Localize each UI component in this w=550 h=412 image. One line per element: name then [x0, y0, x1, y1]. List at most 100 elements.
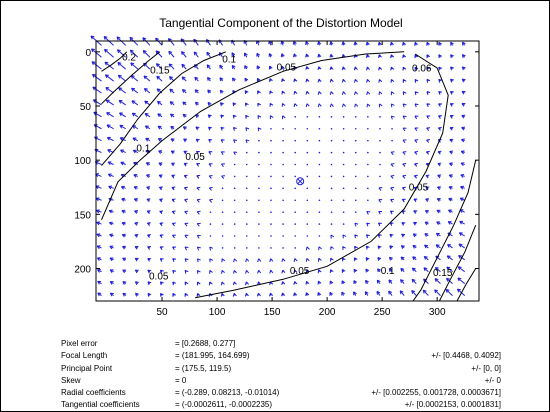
vector-arrow	[436, 209, 441, 214]
vector-arrow	[147, 234, 151, 238]
param-row-radial-coefficients: Radial coefficients = (-0.289, 0.08213, …	[61, 387, 501, 399]
vector-arrow	[390, 54, 395, 59]
vector-arrow	[147, 257, 152, 262]
vector-arrow	[182, 101, 187, 106]
contour-line	[195, 53, 449, 299]
vector-arrow	[233, 223, 236, 225]
vector-arrow	[458, 243, 465, 249]
vector-arrow	[219, 64, 224, 70]
x-tick-label: 300	[429, 307, 446, 318]
vector-arrow	[422, 289, 429, 296]
vector-arrow	[353, 41, 358, 46]
vector-arrow	[450, 54, 454, 59]
contour-line	[101, 51, 128, 72]
vector-arrow	[448, 186, 453, 190]
vector-arrow	[122, 245, 126, 250]
vector-arrow	[294, 127, 297, 130]
vector-arrow	[194, 89, 199, 94]
vector-arrow	[171, 174, 176, 179]
vector-arrow	[376, 279, 381, 284]
vector-arrow	[306, 139, 309, 142]
vector-arrow	[426, 115, 431, 120]
vector-arrow	[122, 269, 127, 274]
vector-arrow	[268, 53, 273, 58]
vector-arrow	[107, 161, 114, 166]
plot-area	[96, 41, 479, 301]
vector-arrow	[208, 138, 213, 143]
vector-arrow	[135, 292, 139, 297]
vector-arrow	[449, 103, 454, 107]
vector-arrow	[425, 174, 430, 179]
vector-arrow	[208, 151, 213, 155]
vector-arrow	[130, 62, 139, 70]
vector-arrow	[144, 125, 151, 130]
vector-arrow	[233, 211, 236, 213]
vector-arrow	[281, 292, 286, 297]
vector-arrow	[329, 66, 334, 71]
vector-arrow	[196, 234, 201, 239]
vector-arrow	[354, 175, 357, 178]
vector-arrow	[388, 290, 393, 296]
contour-line	[438, 225, 477, 302]
vector-arrow	[389, 256, 393, 261]
y-axis: 0 50 100 150 200	[74, 48, 479, 276]
vector-arrow	[269, 90, 274, 95]
vector-arrow	[329, 103, 334, 108]
vector-arrow	[184, 186, 188, 191]
vector-arrow	[305, 280, 310, 285]
vector-arrow	[426, 127, 431, 131]
vector-arrow	[330, 199, 333, 202]
vector-arrow	[402, 54, 407, 59]
vector-arrow	[281, 90, 286, 95]
vector-arrow	[293, 281, 298, 285]
vector-arrow	[330, 187, 333, 190]
vector-arrow	[133, 185, 138, 190]
vector-arrow	[461, 66, 466, 71]
vector-arrow	[353, 79, 358, 83]
vector-arrow	[305, 292, 310, 297]
vector-arrow	[330, 175, 333, 178]
vector-arrow	[342, 163, 345, 166]
axes-box	[95, 40, 480, 302]
vector-arrow	[305, 258, 310, 262]
vector-arrow	[377, 41, 382, 46]
vector-arrow	[270, 187, 272, 190]
vector-arrow	[460, 150, 465, 155]
vector-arrow	[95, 197, 102, 202]
vector-arrow	[183, 174, 188, 179]
vector-arrow	[438, 41, 442, 46]
vector-arrow	[282, 235, 284, 237]
contour-label: 0.1	[222, 55, 236, 66]
vector-arrow	[402, 41, 406, 46]
vector-arrow	[437, 162, 442, 167]
vector-arrow	[366, 103, 371, 108]
vector-arrow	[143, 88, 151, 94]
vector-arrow	[402, 91, 407, 96]
vector-arrow	[132, 149, 139, 154]
vector-arrow	[306, 116, 309, 118]
vector-arrow	[401, 198, 406, 203]
vector-arrow	[367, 127, 369, 130]
vector-arrow	[158, 174, 163, 179]
vector-arrow	[379, 175, 381, 178]
vector-arrow	[293, 258, 298, 262]
distortion-plot: Tangential Component of the Distortion M…	[74, 16, 480, 318]
vector-arrow	[402, 66, 407, 71]
param-label: Radial coefficients	[61, 388, 126, 398]
vector-arrow	[244, 281, 249, 286]
vector-arrow	[117, 62, 127, 70]
vector-arrow	[220, 293, 225, 297]
vector-arrow	[389, 41, 394, 46]
vector-arrow	[318, 246, 322, 251]
vector-arrow	[233, 258, 238, 263]
vector-arrow	[377, 268, 381, 273]
vector-arrow	[353, 280, 358, 284]
vector-arrow	[412, 256, 417, 261]
vector-arrow	[109, 269, 114, 273]
vector-arrow	[233, 235, 236, 237]
vector-arrow	[365, 257, 370, 262]
vector-arrow	[330, 139, 333, 142]
vector-arrow	[104, 74, 114, 82]
vector-arrow	[146, 186, 151, 191]
vector-arrow	[108, 209, 114, 214]
